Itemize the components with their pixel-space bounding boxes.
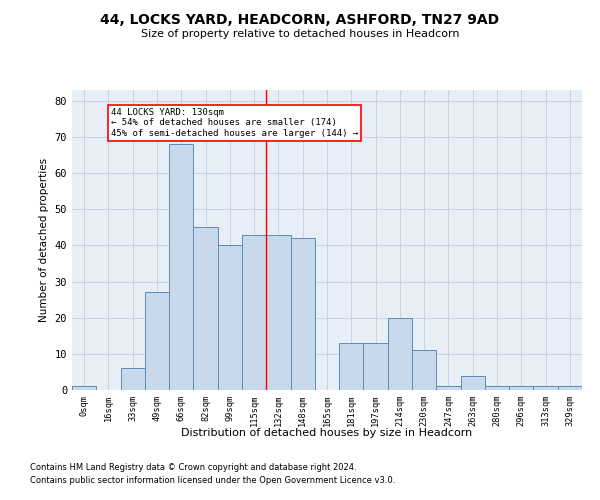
Bar [169,144,193,390]
Text: Contains public sector information licensed under the Open Government Licence v3: Contains public sector information licen… [30,476,395,485]
Bar [436,386,461,390]
Bar [145,292,169,390]
Bar [461,376,485,390]
Bar [364,343,388,390]
Bar [558,386,582,390]
Text: 44, LOCKS YARD, HEADCORN, ASHFORD, TN27 9AD: 44, LOCKS YARD, HEADCORN, ASHFORD, TN27 … [100,12,500,26]
Bar [339,343,364,390]
Bar [412,350,436,390]
Bar [218,246,242,390]
Bar [485,386,509,390]
Text: 44 LOCKS YARD: 130sqm
← 54% of detached houses are smaller (174)
45% of semi-det: 44 LOCKS YARD: 130sqm ← 54% of detached … [111,108,358,138]
Text: Distribution of detached houses by size in Headcorn: Distribution of detached houses by size … [181,428,473,438]
Y-axis label: Number of detached properties: Number of detached properties [39,158,49,322]
Bar [509,386,533,390]
Bar [290,238,315,390]
Bar [242,234,266,390]
Bar [388,318,412,390]
Text: Size of property relative to detached houses in Headcorn: Size of property relative to detached ho… [141,29,459,39]
Text: Contains HM Land Registry data © Crown copyright and database right 2024.: Contains HM Land Registry data © Crown c… [30,464,356,472]
Bar [193,228,218,390]
Bar [533,386,558,390]
Bar [121,368,145,390]
Bar [72,386,96,390]
Bar [266,234,290,390]
